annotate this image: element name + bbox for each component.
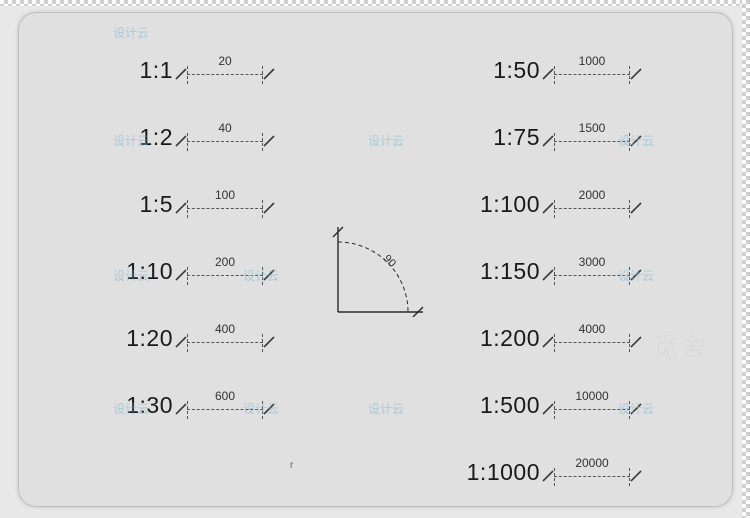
linear-dimension: 100	[179, 186, 271, 222]
scale-row-1-200: 1:200 4000	[458, 320, 638, 356]
dim-tick-icon	[541, 268, 555, 282]
dim-tick-icon	[262, 402, 276, 416]
stray-glyph: r	[290, 460, 293, 471]
scale-row-1-10: 1:10 200	[103, 253, 271, 289]
scale-row-1-2: 1:2 40	[103, 119, 271, 155]
dim-tick-icon	[541, 134, 555, 148]
linear-dimension: 20	[179, 52, 271, 88]
dim-value: 3000	[546, 255, 638, 269]
dim-tick-icon	[629, 335, 643, 349]
transparency-checker-top	[0, 0, 750, 6]
linear-dimension: 3000	[546, 253, 638, 289]
scale-row-1-500: 1:500 10000	[458, 387, 638, 423]
dim-tick-icon	[262, 201, 276, 215]
scale-row-1-50: 1:50 1000	[458, 52, 638, 88]
watermark-text: 设计云	[368, 132, 404, 149]
scale-ratio-label: 1:10	[103, 258, 173, 285]
dim-tick-icon	[629, 134, 643, 148]
scale-row-1-100: 1:100 2000	[458, 186, 638, 222]
transparency-checker-right	[742, 0, 750, 518]
scale-ratio-label: 1:100	[458, 191, 540, 218]
brand-watermark: 觅舍	[653, 327, 707, 364]
linear-dimension: 200	[179, 253, 271, 289]
linear-dimension: 10000	[546, 387, 638, 423]
scale-row-1-150: 1:150 3000	[458, 253, 638, 289]
dim-tick-icon	[629, 469, 643, 483]
scale-row-1-20: 1:20 400	[103, 320, 271, 356]
scale-ratio-label: 1:200	[458, 325, 540, 352]
dim-value: 4000	[546, 322, 638, 336]
scale-ratio-label: 1:5	[103, 191, 173, 218]
scale-ratio-label: 1:30	[103, 392, 173, 419]
dim-tick-icon	[629, 402, 643, 416]
dim-tick-icon	[541, 402, 555, 416]
dim-value: 400	[179, 322, 271, 336]
dim-value: 1500	[546, 121, 638, 135]
dim-value: 1000	[546, 54, 638, 68]
right-angle-icon: 90	[328, 217, 428, 317]
dim-tick-icon	[174, 268, 188, 282]
dim-tick-icon	[629, 201, 643, 215]
angle-value: 90	[381, 253, 398, 270]
dim-value: 20	[179, 54, 271, 68]
watermark-text: 设计云	[368, 400, 404, 417]
dim-value: 2000	[546, 188, 638, 202]
dim-tick-icon	[174, 134, 188, 148]
scale-row-1-1: 1:1 20	[103, 52, 271, 88]
dim-tick-icon	[262, 67, 276, 81]
linear-dimension: 400	[179, 320, 271, 356]
scale-row-1-1000: 1:1000 20000	[458, 454, 638, 490]
dim-tick-icon	[262, 335, 276, 349]
dim-tick-icon	[541, 335, 555, 349]
dim-tick-icon	[262, 268, 276, 282]
dim-tick-icon	[174, 201, 188, 215]
linear-dimension: 4000	[546, 320, 638, 356]
dim-value: 100	[179, 188, 271, 202]
linear-dimension: 600	[179, 387, 271, 423]
diagram-card: 1:1 20 1:2 40 1:5 100 1:10	[18, 12, 733, 507]
dim-tick-icon	[541, 201, 555, 215]
dim-value: 10000	[546, 389, 638, 403]
scale-ratio-label: 1:75	[458, 124, 540, 151]
watermark-text: 设计云	[113, 24, 149, 41]
scale-ratio-label: 1:20	[103, 325, 173, 352]
dim-tick-icon	[262, 134, 276, 148]
scale-ratio-label: 1:2	[103, 124, 173, 151]
linear-dimension: 1500	[546, 119, 638, 155]
linear-dimension: 1000	[546, 52, 638, 88]
scale-ratio-label: 1:50	[458, 57, 540, 84]
linear-dimension: 20000	[546, 454, 638, 490]
dim-tick-icon	[629, 268, 643, 282]
scale-ratio-label: 1:1000	[458, 459, 540, 486]
dim-value: 600	[179, 389, 271, 403]
scale-row-1-30: 1:30 600	[103, 387, 271, 423]
scale-row-1-5: 1:5 100	[103, 186, 271, 222]
dim-tick-icon	[541, 469, 555, 483]
dim-value: 20000	[546, 456, 638, 470]
dim-tick-icon	[174, 335, 188, 349]
angle-dimension-figure: 90	[328, 217, 428, 317]
scale-row-1-75: 1:75 1500	[458, 119, 638, 155]
scale-ratio-label: 1:500	[458, 392, 540, 419]
dim-value: 40	[179, 121, 271, 135]
dim-tick-icon	[541, 67, 555, 81]
scale-ratio-label: 1:1	[103, 57, 173, 84]
linear-dimension: 40	[179, 119, 271, 155]
dim-tick-icon	[174, 402, 188, 416]
dim-tick-icon	[174, 67, 188, 81]
linear-dimension: 2000	[546, 186, 638, 222]
dim-value: 200	[179, 255, 271, 269]
dim-tick-icon	[629, 67, 643, 81]
scale-ratio-label: 1:150	[458, 258, 540, 285]
